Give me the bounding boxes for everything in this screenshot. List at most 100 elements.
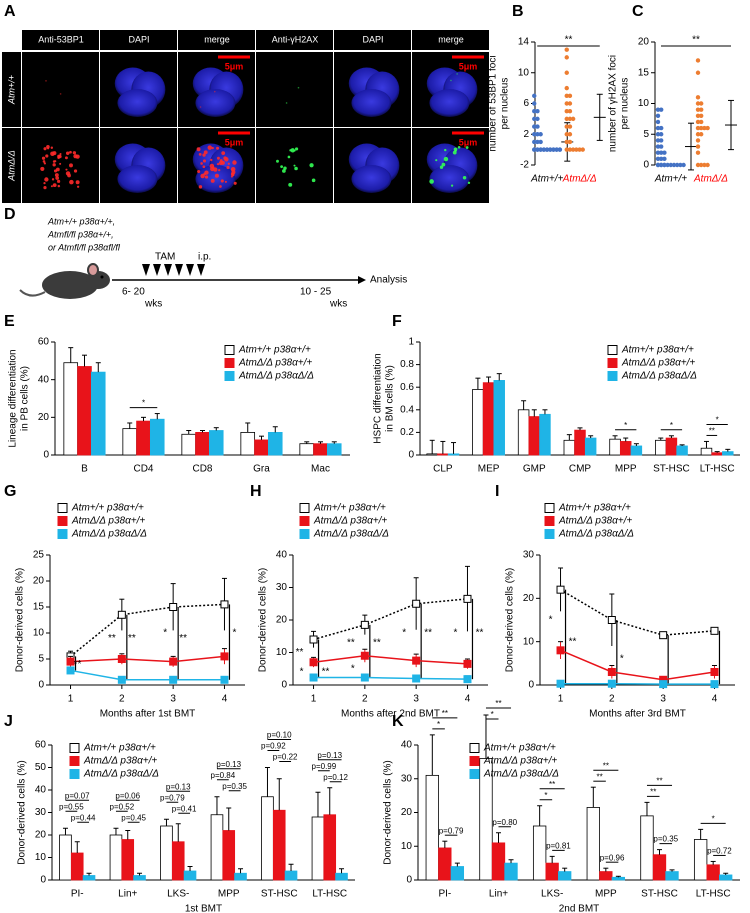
bar [599,871,613,881]
focus [226,165,230,170]
point [532,93,537,99]
bar [665,437,678,456]
y-tick-label: 40 [276,550,288,561]
legend-label: AtmΔ/Δ p38α+/+ [483,756,557,767]
nucleus [117,89,158,117]
marker [309,658,318,667]
bar [183,870,197,881]
significance: ** [74,659,82,670]
route: i.p. [198,252,211,263]
point [532,139,537,145]
injection-arrow [197,264,205,276]
focus [57,156,60,159]
focus [57,179,61,183]
y-axis-label: Donor-derived cells (%) [383,760,394,864]
column-header-bg [412,30,489,50]
nucleus [351,165,392,193]
legend-swatch [544,503,555,513]
point [699,107,704,112]
bar [611,876,626,881]
y-tick-label: 5 [38,654,44,665]
focus [54,173,59,178]
y-tick-label: 5 [643,129,649,140]
x-tick-label: Lin+ [118,889,137,900]
focus [65,168,68,171]
treatment: TAM [155,252,175,263]
focus [59,152,62,156]
marker [220,600,229,609]
x-tick-label: Atm+/+ [530,174,563,185]
focus [218,168,221,172]
bar [425,774,439,881]
x-tick-label: AtmΔ/Δ [562,174,597,185]
series-line [313,676,468,680]
end-unit: wks [329,299,347,310]
focus [280,165,284,169]
legend-label: AtmΔ/Δ p38α+/+ [238,358,312,369]
focus [200,173,205,179]
marker [710,626,719,635]
nucleus [117,165,158,193]
y-axis-label: in PB cells (%) [20,366,31,431]
point [535,132,540,137]
marker [309,635,318,644]
focus [213,90,216,93]
legend-swatch [607,358,618,368]
bar [719,874,733,881]
point [544,147,550,152]
marker [66,666,75,675]
focus [450,184,454,187]
y-axis-label: Donor-derived cells (%) [258,568,269,672]
column-header-bg [22,30,99,50]
significance: p=0.13 [166,782,191,791]
y-tick-label: 40 [401,740,413,751]
focus [293,164,296,167]
mouse-eye [100,275,104,279]
x-tick-label: ST-HSC [261,889,298,900]
bar [472,389,484,456]
significance: p=0.55 [59,802,84,811]
focus [59,93,62,95]
legend-swatch [544,529,555,539]
significance: ** [128,633,136,644]
significance: * [454,628,458,639]
bar [665,871,679,881]
focus [233,181,237,185]
x-tick-label: LKS- [167,889,189,900]
y-tick-label: 40 [35,785,47,796]
y-tick-label: 15 [638,67,650,78]
focus [443,156,449,162]
focus [52,163,56,167]
focus [311,178,316,183]
y-tick-label: 0.2 [400,427,414,438]
column-header: DAPI [128,34,149,44]
legend-label: AtmΔ/Δ p38αΔ/Δ [313,529,389,540]
bar [609,438,621,456]
injection-arrow [164,264,172,276]
point [655,144,661,149]
point [535,139,540,145]
y-axis-label: number of γH2AX foci [608,55,619,152]
point [662,156,667,162]
focus [75,180,80,185]
column-header: merge [204,34,230,44]
focus [288,182,293,187]
focus [216,156,220,160]
significance: * [670,421,673,430]
y-axis-label: per nucleus [500,78,511,130]
significance: p=0.13 [216,760,241,769]
focus [202,165,206,169]
y-tick-label: 60 [38,337,50,348]
y-tick-label: 6 [523,98,529,109]
legend-label: AtmΔ/Δ p38α+/+ [621,358,695,369]
panel-label: I [495,483,499,500]
significance: ** [692,35,700,46]
point [695,58,701,63]
scale-bar-label: 5μm [225,61,244,71]
legend-swatch [299,503,310,513]
mouse-ear [87,263,99,277]
focus [76,185,80,188]
marker [607,616,616,624]
row-header: AtmΔ/Δ [6,150,16,182]
bar [450,866,465,881]
